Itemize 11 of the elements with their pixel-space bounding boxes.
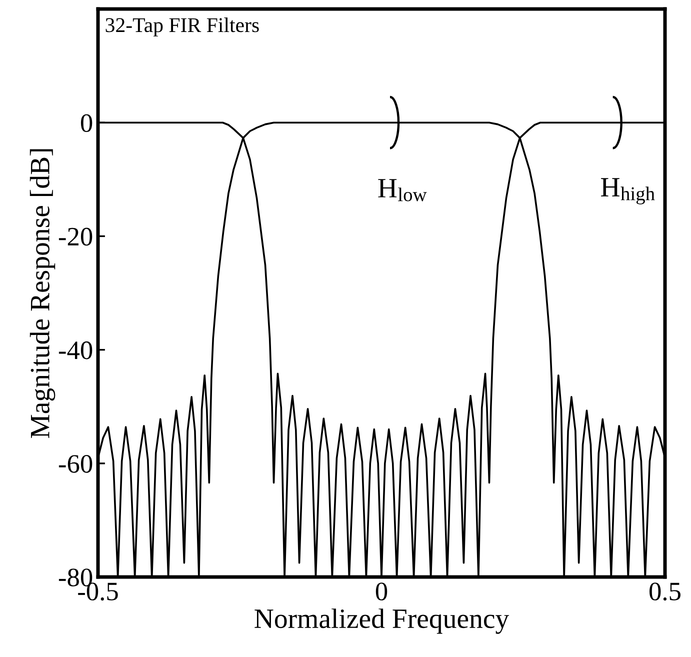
y-tick-label: 0 xyxy=(80,114,92,132)
annotation: H$_{low}$ xyxy=(378,179,427,202)
chart-title: 32-Tap FIR Filters xyxy=(106,18,259,36)
x-axis-title: Normalized Frequency xyxy=(254,608,510,634)
y-tick-label: -60 xyxy=(58,455,92,473)
y-axis-title: Magnitude Response [dB] xyxy=(30,149,56,438)
annotation: H$_{high}$ xyxy=(600,178,655,204)
x-tick-label: 0.5 xyxy=(650,582,680,601)
x-tick-label: 0 xyxy=(376,582,388,600)
y-tick-label: -20 xyxy=(58,228,92,246)
y-tick-label: -40 xyxy=(58,341,92,360)
